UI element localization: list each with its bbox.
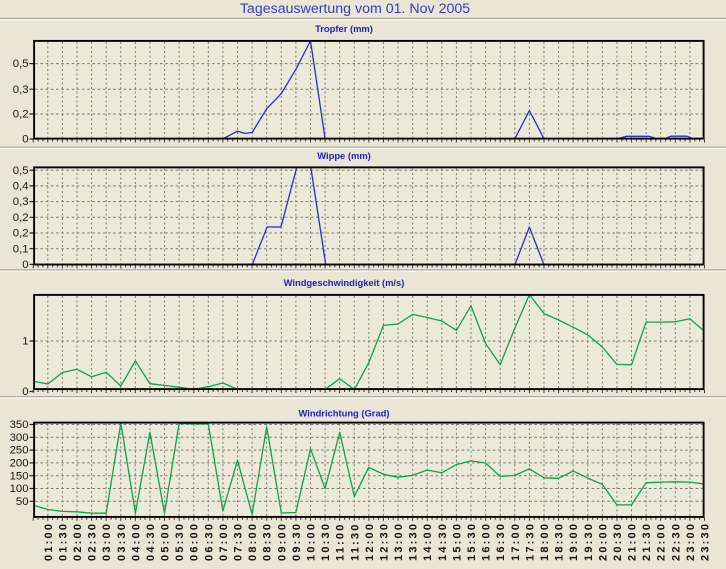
svg-text:100: 100 [10, 483, 29, 495]
svg-text:18:30: 18:30 [554, 522, 566, 561]
svg-text:16:30: 16:30 [495, 522, 507, 561]
svg-text:03:30: 03:30 [116, 522, 128, 561]
svg-text:20:00: 20:00 [597, 522, 609, 561]
svg-text:22:00: 22:00 [656, 522, 668, 561]
svg-text:0,5: 0,5 [13, 58, 29, 70]
svg-text:1: 1 [22, 336, 28, 348]
svg-text:0,5: 0,5 [13, 165, 29, 177]
svg-text:21:00: 21:00 [627, 522, 639, 561]
svg-text:04:30: 04:30 [145, 522, 157, 561]
svg-text:07:00: 07:00 [218, 522, 230, 561]
svg-text:250: 250 [10, 445, 29, 457]
svg-text:0: 0 [22, 259, 28, 271]
svg-text:Tagesauswertung vom 01. Nov 20: Tagesauswertung vom 01. Nov 2005 [240, 1, 470, 17]
svg-text:15:30: 15:30 [466, 522, 478, 561]
svg-text:0,3: 0,3 [13, 84, 29, 96]
svg-text:02:00: 02:00 [72, 522, 84, 561]
svg-text:18:00: 18:00 [539, 522, 551, 561]
svg-text:150: 150 [10, 470, 29, 482]
svg-text:03:00: 03:00 [101, 522, 113, 561]
svg-text:08:00: 08:00 [247, 522, 259, 561]
svg-text:10:30: 10:30 [320, 522, 332, 561]
svg-text:12:00: 12:00 [364, 522, 376, 561]
svg-text:05:30: 05:30 [174, 522, 186, 561]
svg-text:0,4: 0,4 [13, 181, 29, 193]
svg-text:06:30: 06:30 [203, 522, 215, 561]
svg-text:Wippe (mm): Wippe (mm) [317, 150, 371, 161]
svg-text:09:30: 09:30 [291, 522, 303, 561]
svg-text:350: 350 [10, 419, 29, 431]
svg-text:13:30: 13:30 [408, 522, 420, 561]
svg-text:05:00: 05:00 [160, 522, 172, 561]
svg-text:04:00: 04:00 [130, 522, 142, 561]
svg-text:17:30: 17:30 [524, 522, 536, 561]
svg-text:10:00: 10:00 [306, 522, 318, 561]
svg-text:200: 200 [10, 458, 29, 470]
svg-text:17:00: 17:00 [510, 522, 522, 561]
svg-text:23:00: 23:00 [685, 522, 697, 561]
svg-text:22:30: 22:30 [670, 522, 682, 561]
svg-text:0,1: 0,1 [13, 243, 29, 255]
svg-text:20:30: 20:30 [612, 522, 624, 561]
svg-text:14:30: 14:30 [437, 522, 449, 561]
svg-text:21:30: 21:30 [641, 522, 653, 561]
svg-text:12:30: 12:30 [378, 522, 390, 561]
svg-text:02:30: 02:30 [87, 522, 99, 561]
svg-text:19:00: 19:00 [568, 522, 580, 561]
svg-text:0,2: 0,2 [13, 109, 29, 121]
svg-text:11:00: 11:00 [335, 522, 347, 561]
svg-text:0,3: 0,3 [13, 196, 29, 208]
svg-text:0: 0 [22, 386, 28, 398]
svg-text:300: 300 [10, 432, 29, 444]
svg-text:0,2: 0,2 [13, 212, 29, 224]
svg-text:09:00: 09:00 [276, 522, 288, 561]
svg-text:0,2: 0,2 [13, 228, 29, 240]
svg-text:07:30: 07:30 [233, 522, 245, 561]
svg-text:Windrichtung (Grad): Windrichtung (Grad) [298, 408, 389, 419]
svg-text:06:00: 06:00 [189, 522, 201, 561]
svg-text:15:00: 15:00 [451, 522, 463, 561]
svg-text:23:30: 23:30 [700, 522, 712, 561]
svg-text:0: 0 [22, 134, 28, 146]
svg-text:19:30: 19:30 [583, 522, 595, 561]
svg-text:14:00: 14:00 [422, 522, 434, 561]
svg-text:Tropfer (mm): Tropfer (mm) [315, 23, 373, 34]
svg-text:50: 50 [16, 496, 29, 508]
svg-text:01:30: 01:30 [57, 522, 69, 561]
svg-text:13:00: 13:00 [393, 522, 405, 561]
svg-text:16:00: 16:00 [481, 522, 493, 561]
svg-text:11:30: 11:30 [349, 522, 361, 561]
svg-text:Windgeschwindigkeit (m/s): Windgeschwindigkeit (m/s) [284, 277, 405, 288]
svg-text:08:30: 08:30 [262, 522, 274, 561]
svg-text:01:00: 01:00 [43, 522, 55, 561]
